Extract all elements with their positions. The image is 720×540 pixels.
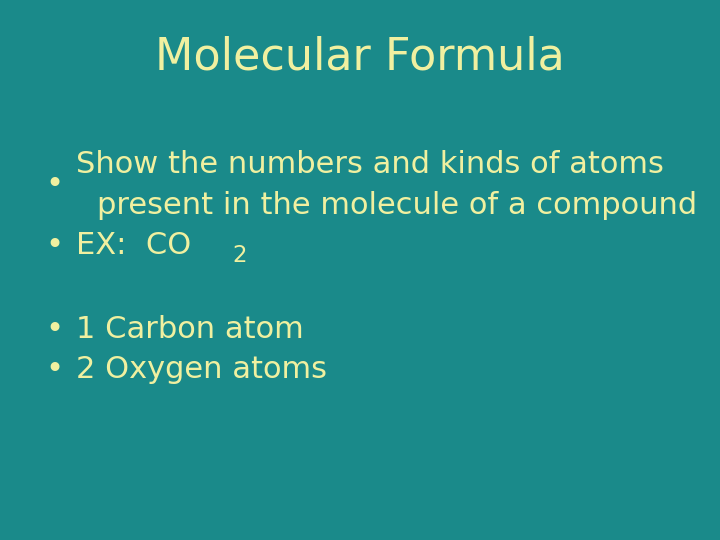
Text: •: • [45,355,63,384]
Text: •: • [45,171,63,199]
Text: 2 Oxygen atoms: 2 Oxygen atoms [76,355,327,384]
Text: •: • [45,231,63,260]
Text: •: • [45,315,63,344]
Text: EX:  CO: EX: CO [76,231,191,260]
Text: present in the molecule of a compound: present in the molecule of a compound [97,191,698,220]
Text: Molecular Formula: Molecular Formula [155,35,565,78]
Text: 1 Carbon atom: 1 Carbon atom [76,315,303,344]
Text: Show the numbers and kinds of atoms: Show the numbers and kinds of atoms [76,150,663,179]
Text: 2: 2 [233,244,247,267]
